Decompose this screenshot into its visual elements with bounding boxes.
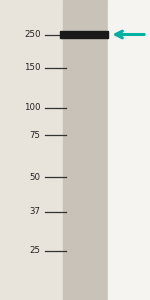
Text: 250: 250 — [24, 30, 40, 39]
Text: 75: 75 — [30, 130, 40, 140]
Bar — [63, 0, 108, 300]
Bar — [108, 0, 150, 300]
Text: 100: 100 — [24, 103, 40, 112]
Text: 150: 150 — [24, 63, 40, 72]
Bar — [60, 31, 108, 38]
Text: 25: 25 — [30, 246, 40, 255]
Text: 50: 50 — [30, 172, 40, 182]
Text: 37: 37 — [30, 207, 40, 216]
